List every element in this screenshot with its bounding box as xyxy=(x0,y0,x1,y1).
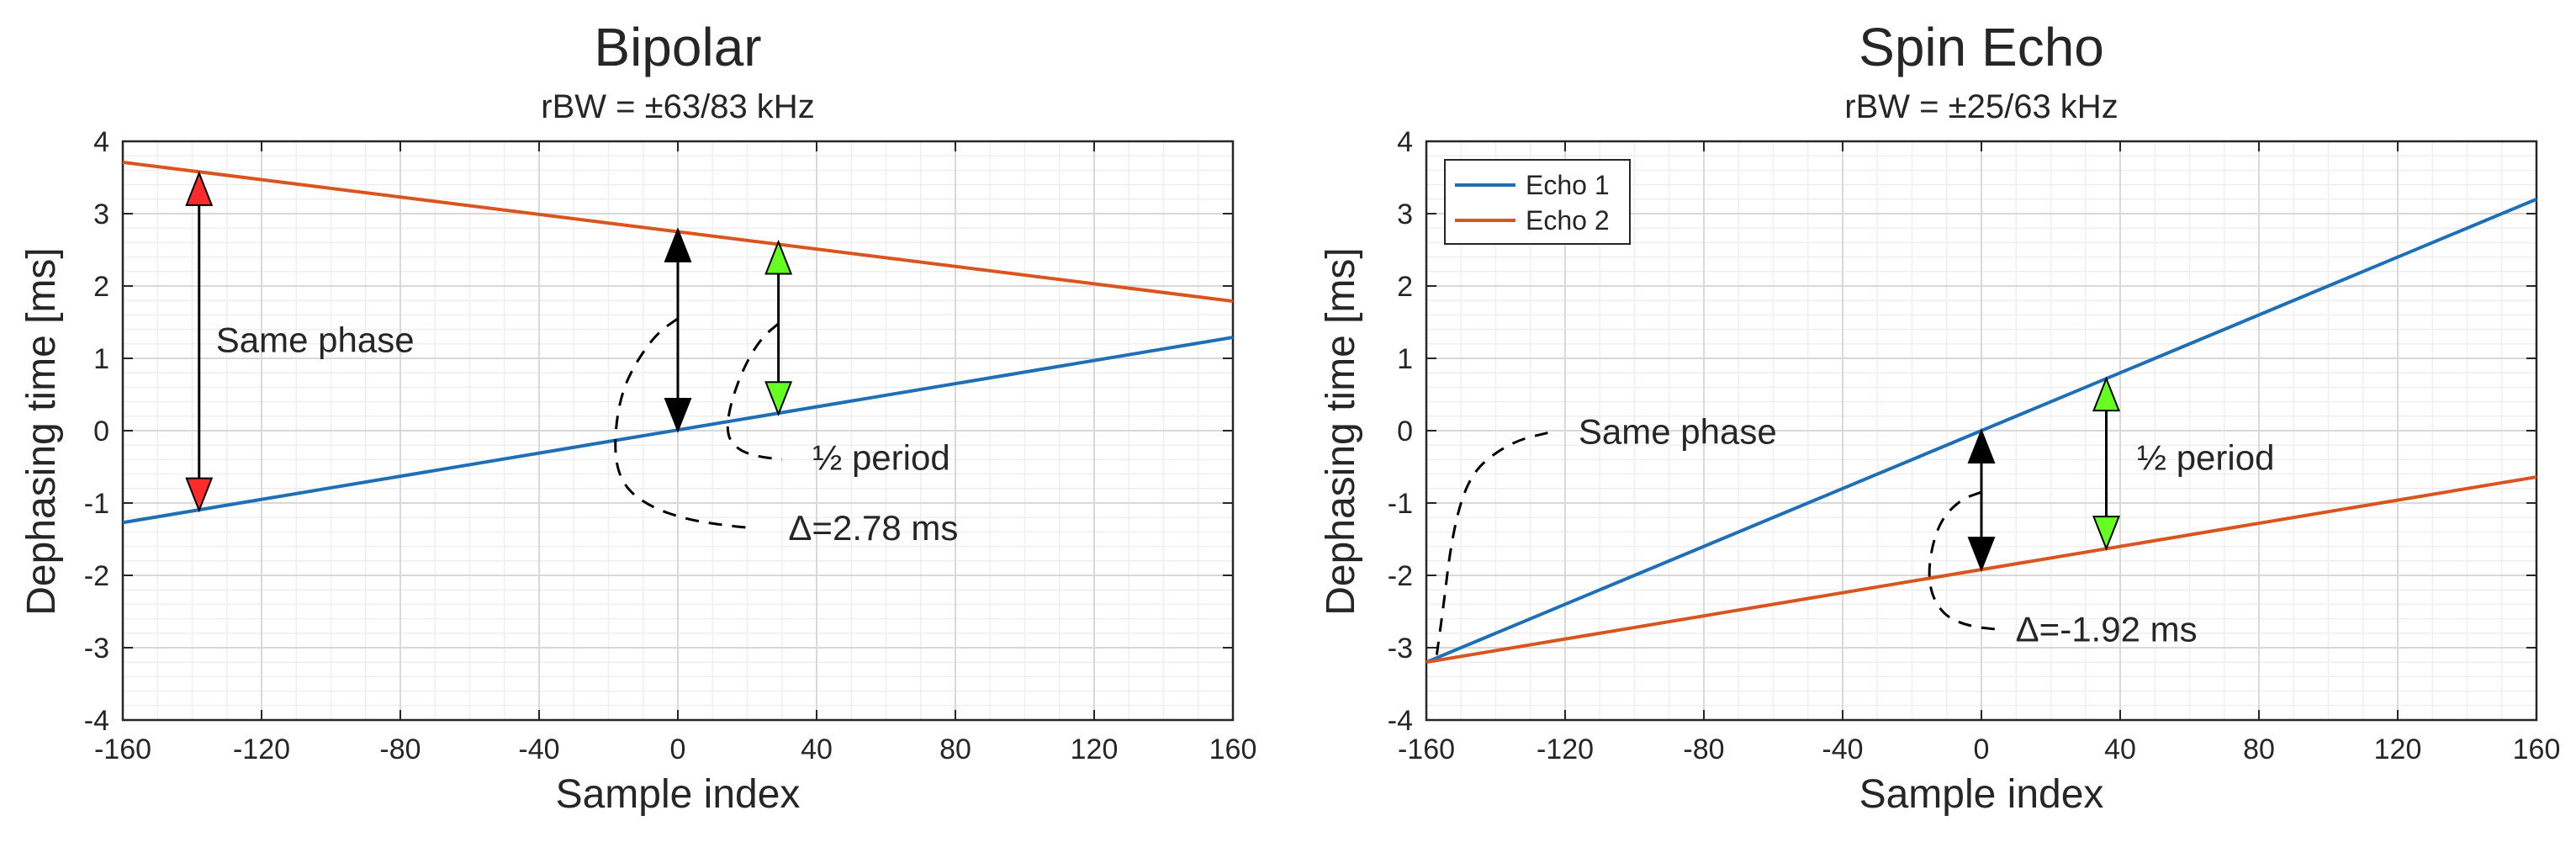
x-tick-label: 120 xyxy=(1071,733,1119,765)
x-tick-label: -40 xyxy=(1822,733,1863,765)
legend-entry: Echo 1 xyxy=(1526,170,1610,200)
ticks: -160 -120 -80 -40 0 40 80 120 160 -4 -3 -2 -1 0 1 2 3 4 xyxy=(1388,126,2561,765)
y-tick-label: 1 xyxy=(1397,343,1413,375)
x-tick-label: 0 xyxy=(670,733,686,765)
x-tick-label: -160 xyxy=(94,733,151,765)
x-axis-label: Sample index xyxy=(1859,772,2104,817)
x-tick-label: -40 xyxy=(518,733,559,765)
y-axis-label: Dephasing time [ms] xyxy=(1319,247,1363,616)
x-tick-label: -120 xyxy=(1537,733,1594,765)
y-tick-label: 2 xyxy=(93,271,109,303)
double-arrow xyxy=(664,227,692,433)
x-tick-label: 120 xyxy=(2374,733,2422,765)
x-tick-label: 160 xyxy=(1209,733,1257,765)
chart-title: Spin Echo xyxy=(1859,17,2104,77)
arrow-head xyxy=(185,171,214,206)
y-tick-label: 1 xyxy=(93,343,109,375)
legend: Echo 1 Echo 2 xyxy=(1444,159,1631,245)
arrow-head xyxy=(764,381,793,416)
y-tick-label: -2 xyxy=(84,560,109,592)
arrow-head xyxy=(764,239,793,275)
x-tick-label: -160 xyxy=(1398,733,1455,765)
x-tick-label: 40 xyxy=(801,733,833,765)
x-tick-label: 40 xyxy=(2104,733,2136,765)
chart-bipolar: Bipolar rBW = ±63/83 kHz -160 -120 -80 -40 0… xyxy=(19,17,1256,817)
x-tick-label: 80 xyxy=(2243,733,2275,765)
y-tick-label: -2 xyxy=(1388,560,1413,592)
x-tick-label: -80 xyxy=(1683,733,1724,765)
annotation-label: ½ period xyxy=(812,438,949,478)
x-tick-label: -80 xyxy=(379,733,421,765)
annotation-label: Δ=-1.92 ms xyxy=(2016,610,2198,649)
double-arrow xyxy=(185,171,214,513)
arrow-head xyxy=(2092,516,2120,551)
ticks: -160 -120 -80 -40 0 40 80 120 160 -4 -3 -2 -1 0 1 2 3 4 xyxy=(84,126,1257,765)
legend-box xyxy=(1444,159,1631,245)
y-tick-label: -3 xyxy=(84,633,109,665)
dashed-curve xyxy=(1435,432,1548,655)
legend-entry: Echo 2 xyxy=(1526,205,1610,236)
y-tick-label: -1 xyxy=(1388,488,1413,520)
y-tick-label: -4 xyxy=(1388,705,1413,737)
dashed-curve xyxy=(1928,490,1999,631)
x-tick-label: 80 xyxy=(939,733,971,765)
arrow-head xyxy=(185,477,214,513)
chart-spin-echo: Spin Echo rBW = ±25/63 kHz -160 -120 -80 -4… xyxy=(1319,17,2560,817)
double-arrow xyxy=(2092,376,2120,551)
y-tick-label: 2 xyxy=(1397,271,1413,303)
y-tick-label: 0 xyxy=(1397,416,1413,447)
annotation-label: Same phase xyxy=(216,320,415,360)
y-tick-label: -1 xyxy=(84,488,109,520)
annotation-label: ½ period xyxy=(2137,438,2274,478)
y-tick-label: 3 xyxy=(93,199,109,230)
chart-subtitle: rBW = ±25/63 kHz xyxy=(1844,88,2118,125)
arrow-head xyxy=(664,227,692,262)
annotation-label: Δ=2.78 ms xyxy=(788,508,958,548)
chart-title: Bipolar xyxy=(594,17,761,77)
arrow-head xyxy=(664,398,692,433)
y-axis-label: Dephasing time [ms] xyxy=(19,247,64,616)
arrow-head xyxy=(1967,428,1996,463)
x-tick-label: -120 xyxy=(233,733,290,765)
dashed-curve xyxy=(726,322,782,461)
arrow-head xyxy=(1967,537,1996,572)
y-tick-label: 3 xyxy=(1397,199,1413,230)
y-tick-label: 4 xyxy=(1397,126,1413,158)
double-arrow xyxy=(764,239,793,416)
y-tick-label: 0 xyxy=(93,416,109,447)
y-tick-label: 4 xyxy=(93,126,109,158)
x-tick-label: 160 xyxy=(2513,733,2561,765)
arrow-head xyxy=(2092,376,2120,412)
double-arrow xyxy=(1967,428,1996,572)
annotation-label: Same phase xyxy=(1579,412,1777,452)
y-tick-label: -3 xyxy=(1388,633,1413,665)
x-axis-label: Sample index xyxy=(556,772,801,817)
x-tick-label: 0 xyxy=(1974,733,1990,765)
chart-subtitle: rBW = ±63/83 kHz xyxy=(541,88,814,125)
y-tick-label: -4 xyxy=(84,705,109,737)
